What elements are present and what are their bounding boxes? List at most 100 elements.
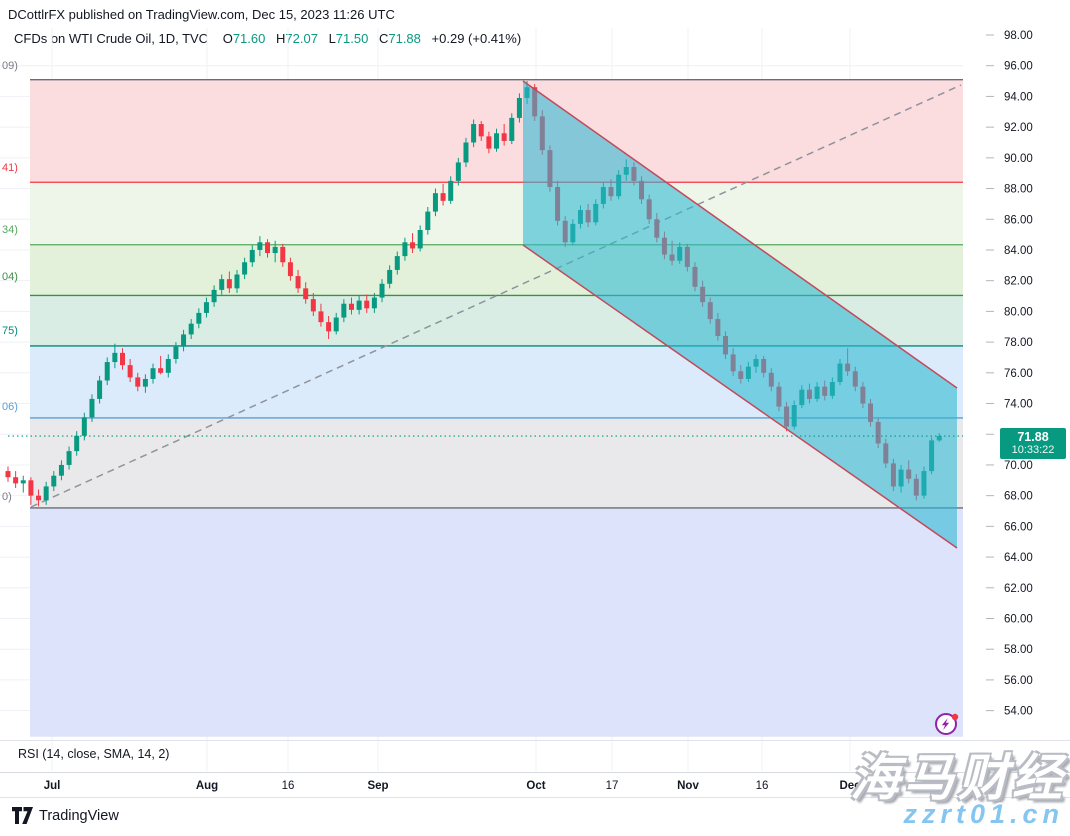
candle-up xyxy=(371,297,377,309)
price-tick-label: 88.00 xyxy=(1004,184,1033,196)
candle-up xyxy=(188,323,194,335)
candle-down xyxy=(364,300,370,309)
candle-up xyxy=(356,300,362,310)
candle-down xyxy=(410,242,416,249)
rsi-indicator-label[interactable]: RSI (14, close, SMA, 14, 2) xyxy=(18,747,170,761)
price-tick-label: 56.00 xyxy=(1004,675,1033,687)
change-value: +0.29 (+0.41%) xyxy=(431,31,522,46)
channel-lower-border xyxy=(522,244,958,549)
price-tick-label: 68.00 xyxy=(1004,491,1033,503)
low-value: 71.50 xyxy=(335,31,369,46)
candle-up xyxy=(219,279,225,290)
price-tick-label: 58.00 xyxy=(1004,644,1033,656)
bar-countdown: 10:33:22 xyxy=(1011,444,1055,456)
price-band xyxy=(30,244,963,296)
candle-up xyxy=(211,289,217,303)
pane-divider[interactable] xyxy=(0,740,1070,741)
dashed-trendline xyxy=(30,84,962,508)
last-price-value: 71.88 xyxy=(1017,430,1049,444)
candle-down xyxy=(127,365,133,378)
candle-down xyxy=(318,311,324,323)
price-tick-label: 60.00 xyxy=(1004,613,1033,625)
candle-down xyxy=(13,477,19,484)
candle-up xyxy=(242,262,248,275)
time-axis-top-border xyxy=(0,772,1070,773)
candle-up xyxy=(165,358,171,373)
channel-upper-border xyxy=(522,80,958,389)
watermark-cn-text: 海马财经 xyxy=(850,750,1066,806)
tradingview-brand-text: TradingView xyxy=(39,808,119,824)
watermark-url-text: zzrt01.cn xyxy=(903,799,1064,829)
price-band xyxy=(30,507,963,737)
price-tick-label: 64.00 xyxy=(1004,552,1033,564)
price-tick-label: 94.00 xyxy=(1004,91,1033,103)
candle-up xyxy=(249,249,255,263)
price-tick-label: 76.00 xyxy=(1004,368,1033,380)
date-tick-label: 17 xyxy=(606,780,619,792)
date-tick-label: 16 xyxy=(756,780,769,792)
open-value: 71.60 xyxy=(232,31,266,46)
candle-up xyxy=(417,230,423,249)
date-tick-label: Sep xyxy=(367,780,388,792)
candle-up xyxy=(173,346,179,359)
candle-up xyxy=(341,303,347,318)
candle-down xyxy=(280,246,286,263)
candle-down xyxy=(326,322,332,332)
candle-up xyxy=(104,362,110,381)
high-value: 72.07 xyxy=(285,31,318,46)
candle-up xyxy=(142,378,148,387)
candle-down xyxy=(158,368,164,373)
date-tick-label: Jul xyxy=(44,780,61,792)
candle-up xyxy=(257,242,263,250)
flash-icon[interactable] xyxy=(934,711,960,737)
date-tick-label: Dec xyxy=(839,780,861,792)
candle-down xyxy=(440,193,446,201)
candle-up xyxy=(509,117,515,141)
date-axis[interactable]: Jul Aug 16 Sep Oct 17 Nov 16 Dec xyxy=(44,780,861,792)
price-band xyxy=(30,182,963,245)
candle-down xyxy=(478,124,484,137)
candle-up xyxy=(394,256,400,270)
candle-up xyxy=(516,97,522,118)
price-tick-label: 96.00 xyxy=(1004,61,1033,73)
candle-down xyxy=(287,262,293,277)
pivot-label-truncated: 0) xyxy=(2,491,12,503)
last-price-badge: 71.88 10:33:22 xyxy=(1000,428,1066,459)
price-tick-label: 80.00 xyxy=(1004,306,1033,318)
candle-down xyxy=(28,480,34,496)
pivot-label-truncated: 41) xyxy=(2,162,18,174)
pivot-label-truncated: 04) xyxy=(2,271,18,283)
candle-up xyxy=(448,180,454,201)
candle-up xyxy=(425,211,431,231)
candle-up xyxy=(51,475,57,487)
candle-up xyxy=(181,334,187,347)
candle-up xyxy=(402,242,408,257)
tradingview-logo-icon xyxy=(12,807,33,824)
candle-down xyxy=(295,276,301,289)
price-tick-label: 98.00 xyxy=(1004,30,1033,42)
candle-up xyxy=(203,302,209,313)
tradingview-footer[interactable]: TradingView xyxy=(12,807,119,825)
candle-down xyxy=(265,242,271,254)
date-tick-label: 16 xyxy=(282,780,295,792)
close-label: C xyxy=(378,31,389,46)
channel-fill xyxy=(523,81,957,548)
price-tick-label: 70.00 xyxy=(1004,460,1033,472)
candle-down xyxy=(501,133,507,141)
candle-down xyxy=(5,471,11,478)
symbol-title[interactable]: CFDs on WTI Crude Oil, 1D, TVC xyxy=(14,31,209,46)
trendline xyxy=(30,84,962,508)
candle-down xyxy=(226,279,232,289)
high-label: H xyxy=(276,31,286,46)
symbol-legend[interactable]: CFDs on WTI Crude Oil, 1D, TVC O71.60 H7… xyxy=(14,31,521,46)
candle-up xyxy=(58,464,64,476)
price-tick-label: 74.00 xyxy=(1004,399,1033,411)
candle-up xyxy=(463,142,469,163)
candle-up xyxy=(234,274,240,289)
close-value: 71.88 xyxy=(388,31,421,46)
price-axis[interactable]: 98.00 96.00 94.00 92.00 90.00 88.00 86.00 84.00… xyxy=(986,30,1033,718)
descending-channel xyxy=(522,80,958,549)
lightning-bolt-icon xyxy=(935,713,959,735)
candle-up xyxy=(432,193,438,212)
